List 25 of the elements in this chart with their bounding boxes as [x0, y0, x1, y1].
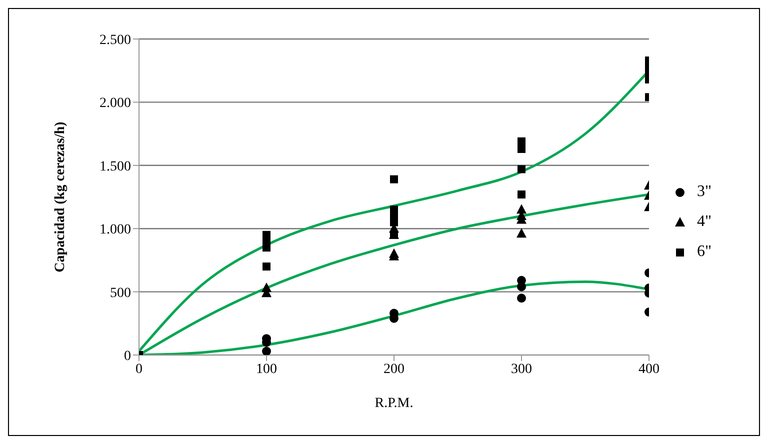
x-axis-title: R.P.M.: [374, 396, 414, 411]
legend-label: 6": [697, 243, 712, 261]
x-tick-label: 400: [638, 362, 660, 377]
y-tick-label: 0: [124, 348, 131, 364]
y-tick-label: 2.500: [100, 32, 131, 48]
y-axis-title: Capacidad (kg cerezas/h): [52, 121, 68, 272]
legend-label: 4": [697, 213, 712, 231]
point: [516, 228, 526, 238]
legend-label: 3": [697, 183, 712, 201]
point: [517, 294, 526, 303]
x-tick-label: 200: [384, 362, 404, 377]
point: [262, 262, 270, 271]
y-tick-label: 1.500: [100, 159, 131, 174]
y-tick-label: 1.000: [100, 222, 131, 238]
point: [262, 346, 271, 355]
point: [518, 144, 526, 153]
point: [518, 190, 526, 198]
y-tick-label: 2.000: [100, 96, 131, 112]
point: [518, 165, 526, 174]
x-tick-label: 100: [256, 362, 277, 377]
x-tick-label: 0: [136, 362, 142, 377]
x-tick-label: 300: [511, 362, 532, 377]
point: [390, 175, 398, 184]
point: [518, 137, 526, 146]
y-tick-label: 500: [110, 286, 131, 301]
